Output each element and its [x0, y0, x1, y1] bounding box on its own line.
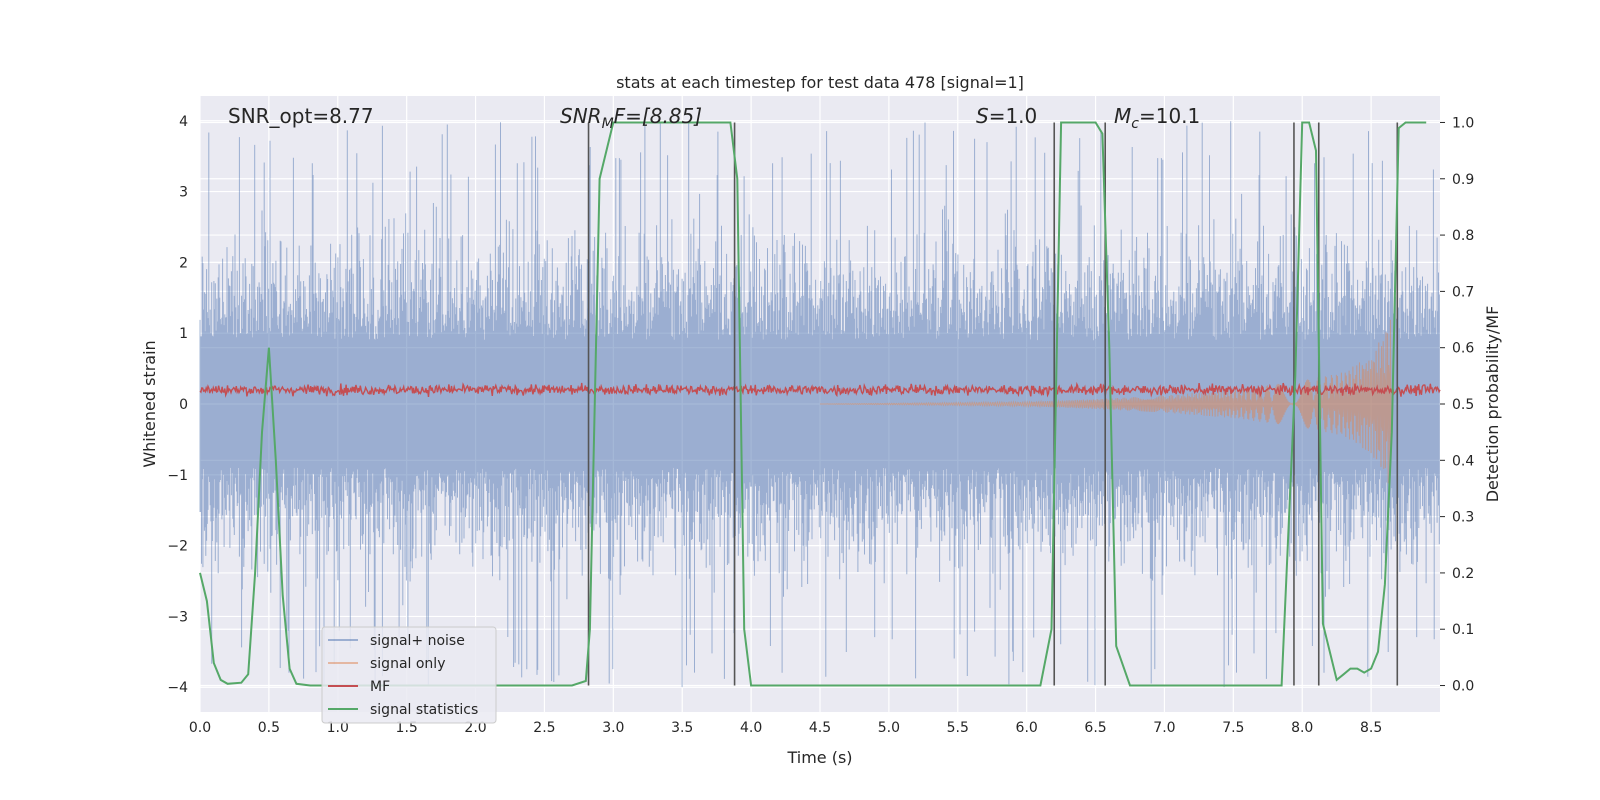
y-tick-label-right: 0.4 [1452, 453, 1474, 469]
mc-subscript: c [1131, 116, 1139, 132]
axis-ticks: 0.0 0.5 1.0 1.5 2.0 2.5 3.0 3.5 4.0 4.5 5.0 5.5 6.0 6… [167, 114, 1474, 736]
y-tick-label-left: 2 [179, 255, 188, 271]
series-mf [199, 381, 1441, 398]
s-label: S [976, 104, 989, 128]
x-tick-label: 2.5 [533, 720, 555, 736]
x-tick-label: 5.0 [878, 720, 900, 736]
x-tick-label: 2.0 [464, 720, 486, 736]
legend-box [321, 626, 497, 724]
y-tick-label-left: 4 [179, 114, 188, 130]
x-tick-label: 1.0 [327, 720, 349, 736]
snr-mf-annotation: SNRMF=[8.85] [560, 104, 702, 132]
series-signal-noise [199, 121, 1440, 688]
y-tick-label-right: 0.7 [1452, 284, 1474, 300]
snr-mf-label: SNR [560, 104, 602, 128]
mc-annotation: Mc=10.1 [1114, 104, 1200, 132]
y-tick-label-right: 0.0 [1452, 679, 1474, 695]
legend-label-signal-only: signal only [370, 656, 445, 672]
s-annotation: S=1.0 [976, 104, 1037, 128]
y-tick-label-left: −1 [167, 468, 188, 484]
y-tick-label-left: 3 [179, 185, 188, 201]
x-tick-label: 0.5 [258, 720, 280, 736]
y-tick-label-right: 0.3 [1452, 510, 1474, 526]
y-tick-label-left: 0 [179, 397, 188, 413]
x-tick-label: 3.5 [671, 720, 693, 736]
y-tick-label-right: 0.1 [1452, 622, 1474, 638]
y-tick-label-left: −3 [167, 609, 188, 625]
s-value: =1.0 [989, 104, 1038, 128]
x-tick-label: 4.5 [809, 720, 831, 736]
snr-mf-value: F=[8.85] [614, 104, 702, 128]
y-tick-label-right: 0.2 [1452, 566, 1474, 582]
x-tick-label: 7.5 [1222, 720, 1244, 736]
y-tick-label-right: 1.0 [1452, 115, 1474, 131]
snr-mf-subscript: M [602, 116, 614, 132]
series-signal-statistics [199, 121, 1427, 687]
chart-title: stats at each timestep for test data 478… [616, 73, 1024, 92]
x-tick-label: 7.0 [1153, 720, 1175, 736]
x-tick-label: 4.0 [740, 720, 762, 736]
x-tick-label: 3.0 [602, 720, 624, 736]
y-axis-label-left: Whitened strain [140, 340, 159, 467]
mc-label: M [1114, 104, 1131, 128]
y-tick-label-right: 0.6 [1452, 341, 1474, 357]
y-tick-label-right: 0.9 [1452, 172, 1474, 188]
signal-statistics-line [199, 121, 1427, 687]
x-tick-label: 5.5 [947, 720, 969, 736]
x-tick-label: 8.5 [1360, 720, 1382, 736]
legend-label-mf: MF [370, 679, 390, 695]
x-tick-label: 0.0 [189, 720, 211, 736]
mc-value: =10.1 [1139, 104, 1200, 128]
y-tick-label-right: 0.5 [1452, 397, 1474, 413]
y-tick-label-left: −4 [167, 680, 188, 696]
legend-label-signal-noise: signal+ noise [370, 633, 465, 649]
legend: signal+ noise signal only MF signal stat… [321, 626, 497, 724]
y-tick-label-left: −2 [167, 539, 188, 555]
y-axis-label-right: Detection probability/MF [1483, 306, 1502, 503]
y-tick-label-left: 1 [179, 326, 188, 342]
snr-opt-annotation: SNR_opt=8.77 [228, 104, 374, 128]
y-tick-label-right: 0.8 [1452, 228, 1474, 244]
x-tick-label: 8.0 [1291, 720, 1313, 736]
x-tick-label: 6.5 [1084, 720, 1106, 736]
legend-label-signal-statistics: signal statistics [370, 702, 478, 718]
x-tick-label: 1.5 [396, 720, 418, 736]
x-tick-label: 6.0 [1016, 720, 1038, 736]
signal-noise-line [199, 121, 1440, 688]
x-axis-label: Time (s) [786, 748, 852, 767]
mf-line [199, 381, 1441, 398]
